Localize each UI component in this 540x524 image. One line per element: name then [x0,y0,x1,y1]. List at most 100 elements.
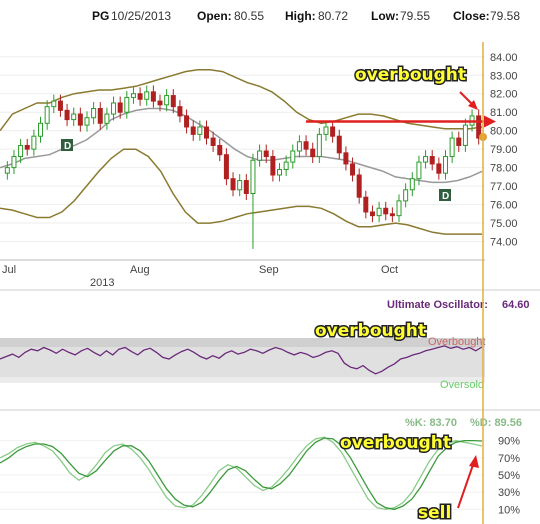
stochastic-panel: %K: 83.70 %D: 89.56 10% 30% 50% 70% 90% over… [0,409,540,524]
price-tick-label: 79.00 [490,144,518,156]
candle-body [91,108,97,119]
candle-body [18,144,24,158]
stoch-tick-label: 30% [498,487,520,499]
dividend-marker-2: D [439,189,451,202]
moving-average-line [0,107,483,184]
candle-body [476,115,482,139]
candle-body [150,91,156,102]
candle-body [210,137,216,146]
candle-body [429,156,435,165]
uo-oversold-band [0,377,485,383]
candle-body [436,163,442,174]
ultimate-oscillator-line [0,345,483,375]
candle-body [363,196,369,213]
candle-body [456,137,462,146]
candle-body [296,141,302,152]
candle-body [184,115,190,128]
ultimate-oscillator-panel: Ultimate Oscillator: 64.60 Overbought Ov… [0,289,540,391]
candle-body [277,168,283,176]
quote-date: 10/25/2013 [111,9,171,23]
candle-body [164,95,170,106]
candle-body [403,189,409,202]
candle-body [283,161,289,170]
price-tick-label: 77.00 [490,181,518,193]
candle-body [416,161,422,180]
candle-body [442,156,448,174]
candle-body [343,152,349,165]
x-label-oct: Oct [381,264,398,276]
low-value: 79.55 [400,9,430,23]
stoch-gridlines [0,440,485,510]
price-tick-label: 80.00 [490,126,518,138]
candle-body [71,113,77,121]
candle-body [423,156,429,163]
low-label: Low: [371,9,399,23]
candle-body [44,106,50,124]
sell-pointer-head [469,455,479,468]
close-label: Close: [453,9,490,23]
candle-body [203,126,209,139]
sell-annotation: sell [418,503,451,523]
price-tick-label: 76.00 [490,200,518,212]
stoch-k-line [0,436,483,511]
candle-body [190,126,196,135]
sell-pointer-arrow [457,461,475,509]
uo-overbought-label: Overbought [428,336,485,348]
price-tick-label: 74.00 [490,237,518,249]
candle-body [137,93,143,100]
candle-body [64,109,70,121]
candle-body [177,106,183,117]
stoch-tick-label: 50% [498,470,520,482]
candle-body [217,144,223,156]
candle-body [250,159,256,194]
overbought-annotation-stoch: overbought [340,433,451,453]
candle-body [383,207,389,215]
candle-body [38,122,44,137]
x-label-sep: Sep [259,264,279,276]
level-arrow-head [484,115,496,128]
candle-body [157,100,163,106]
candle-body [84,117,90,126]
candle-body [57,100,63,111]
x-label-jul: Jul [2,264,16,276]
price-tick-label: 78.00 [490,163,518,175]
dividend-marker-1-label: D [64,141,71,152]
candle-body [336,135,342,154]
candle-body [462,124,468,146]
uo-neutral-band [0,347,485,377]
candle-body [243,180,249,194]
candle-body [223,154,229,180]
candle-body [197,126,203,135]
open-label: Open: [197,9,232,23]
uo-overbought-band [0,338,485,347]
candle-body [323,126,329,135]
candle-body [449,137,455,158]
dividend-marker-2-box [439,189,451,201]
candle-body [51,100,57,108]
price-axis-ticks: 74.00 75.00 76.00 77.00 78.00 79.00 80.00 81.00… [490,52,518,249]
open-value: 80.55 [234,9,264,23]
candle-body [396,200,402,217]
price-tick-label: 75.00 [490,218,518,230]
x-label-aug: Aug [130,264,150,276]
price-panel: 74.00 75.00 76.00 77.00 78.00 79.00 80.00 81.00… [0,42,518,289]
price-tick-label: 84.00 [490,52,518,64]
candle-body [356,174,362,198]
x-label-year: 2013 [90,277,114,289]
stoch-k-title: %K: 83.70 [405,417,457,429]
dividend-marker-2-label: D [442,191,449,202]
candle-body [170,95,176,108]
stoch-axis-ticks: 10% 30% 50% 70% 90% [498,436,520,517]
candle-body [270,156,276,176]
candle-body [4,167,10,174]
overbought-annotation-price: overbought [355,65,466,85]
dividend-marker-1-box [61,139,73,151]
candle-body [316,133,322,158]
stoch-tick-label: 10% [498,504,520,516]
candle-body [257,150,263,161]
price-tick-label: 81.00 [490,107,518,119]
candle-body [389,213,395,217]
close-value: 79.58 [490,9,520,23]
candle-body [310,148,316,158]
